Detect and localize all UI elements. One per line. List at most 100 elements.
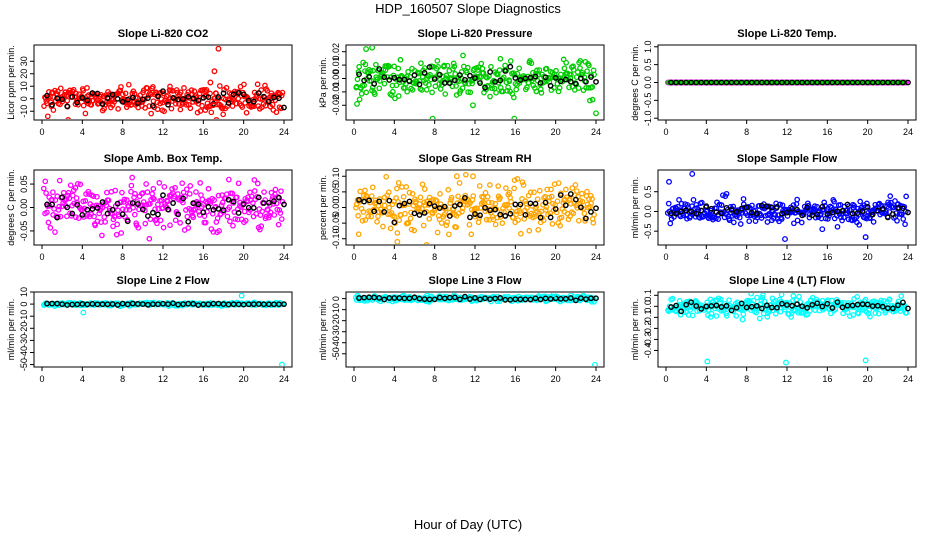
data-point bbox=[81, 205, 88, 212]
summary-point bbox=[522, 75, 529, 82]
data-point bbox=[144, 189, 151, 195]
data-point bbox=[224, 213, 231, 220]
data-point bbox=[434, 229, 441, 236]
summary-point bbox=[361, 77, 367, 84]
summary-point bbox=[195, 201, 202, 208]
summary-point bbox=[763, 203, 770, 210]
summary-point bbox=[139, 301, 146, 307]
data-point bbox=[82, 110, 89, 117]
outlier-point bbox=[65, 117, 71, 119]
data-point bbox=[356, 63, 362, 70]
y-axis-label: degrees C per min. bbox=[6, 169, 16, 246]
data-point bbox=[903, 193, 910, 200]
data-point bbox=[584, 188, 590, 195]
data-point bbox=[355, 212, 361, 219]
summary-point bbox=[195, 302, 202, 309]
y-tick-label: -10 bbox=[19, 310, 29, 323]
summary-point bbox=[593, 205, 599, 212]
data-point bbox=[187, 105, 194, 112]
data-point bbox=[488, 82, 495, 88]
summary-point bbox=[864, 204, 871, 210]
data-point bbox=[489, 85, 495, 92]
summary-point bbox=[49, 102, 55, 108]
summary-point bbox=[482, 84, 488, 91]
data-point bbox=[387, 225, 394, 232]
summary-point bbox=[804, 304, 811, 311]
x-tick-label: 8 bbox=[120, 252, 125, 262]
data-point bbox=[591, 211, 597, 218]
summary-point bbox=[683, 301, 690, 308]
summary-point bbox=[678, 208, 685, 215]
data-point bbox=[517, 210, 524, 216]
summary-point bbox=[905, 305, 911, 312]
data-point bbox=[516, 65, 523, 72]
summary-point bbox=[829, 305, 836, 311]
summary-point bbox=[678, 308, 685, 315]
summary-point bbox=[436, 71, 443, 78]
data-point bbox=[758, 215, 765, 221]
summary-point bbox=[69, 93, 76, 100]
data-point bbox=[886, 296, 893, 303]
data-point bbox=[368, 213, 375, 220]
data-point bbox=[463, 69, 470, 76]
summary-point bbox=[814, 211, 821, 218]
data-point bbox=[271, 212, 278, 218]
summary-point bbox=[854, 210, 861, 216]
summary-point bbox=[472, 295, 478, 301]
data-point bbox=[142, 220, 149, 227]
data-point bbox=[114, 221, 121, 228]
data-point bbox=[744, 297, 751, 304]
data-point bbox=[578, 190, 585, 197]
summary-point bbox=[869, 211, 876, 218]
y-axis-label: Licor ppm per min. bbox=[6, 45, 16, 120]
data-point bbox=[94, 218, 101, 225]
x-tick-label: 0 bbox=[39, 127, 44, 137]
data-point bbox=[99, 232, 105, 239]
data-point bbox=[764, 219, 771, 225]
summary-point bbox=[215, 205, 222, 212]
y-tick-label: 0.5 bbox=[643, 58, 653, 71]
summary-point bbox=[683, 207, 690, 214]
data-point bbox=[89, 203, 96, 209]
x-tick-label: 20 bbox=[239, 374, 249, 384]
data-point bbox=[753, 309, 760, 316]
data-point bbox=[409, 190, 416, 197]
data-points bbox=[664, 79, 911, 86]
summary-point bbox=[155, 93, 161, 100]
x-tick-label: 12 bbox=[782, 252, 792, 262]
data-point bbox=[259, 208, 266, 215]
data-point bbox=[485, 199, 492, 206]
data-point bbox=[506, 205, 512, 211]
data-points bbox=[664, 171, 911, 243]
summary-point bbox=[859, 208, 866, 215]
data-point bbox=[94, 193, 100, 200]
data-point bbox=[251, 177, 258, 183]
data-point bbox=[362, 217, 369, 223]
data-point bbox=[779, 202, 786, 209]
summary-point bbox=[215, 94, 222, 100]
data-point bbox=[413, 198, 419, 205]
data-point bbox=[530, 69, 536, 76]
data-point bbox=[568, 200, 574, 207]
data-point bbox=[409, 87, 416, 93]
data-point bbox=[723, 190, 730, 197]
summary-point bbox=[482, 295, 488, 302]
data-point bbox=[678, 200, 685, 207]
data-point bbox=[443, 222, 450, 229]
summary-point bbox=[542, 74, 549, 81]
summary-point bbox=[376, 294, 383, 301]
data-point bbox=[233, 100, 240, 107]
outlier-point bbox=[592, 361, 598, 366]
data-point bbox=[172, 184, 178, 191]
data-point bbox=[419, 205, 425, 212]
summary-point bbox=[160, 88, 166, 95]
summary-point bbox=[240, 201, 247, 208]
data-point bbox=[778, 216, 785, 222]
summary-point bbox=[532, 200, 539, 207]
summary-point bbox=[824, 300, 831, 307]
summary-point bbox=[441, 295, 448, 302]
data-point bbox=[497, 194, 503, 201]
data-point bbox=[863, 215, 870, 222]
summary-point bbox=[713, 302, 720, 309]
